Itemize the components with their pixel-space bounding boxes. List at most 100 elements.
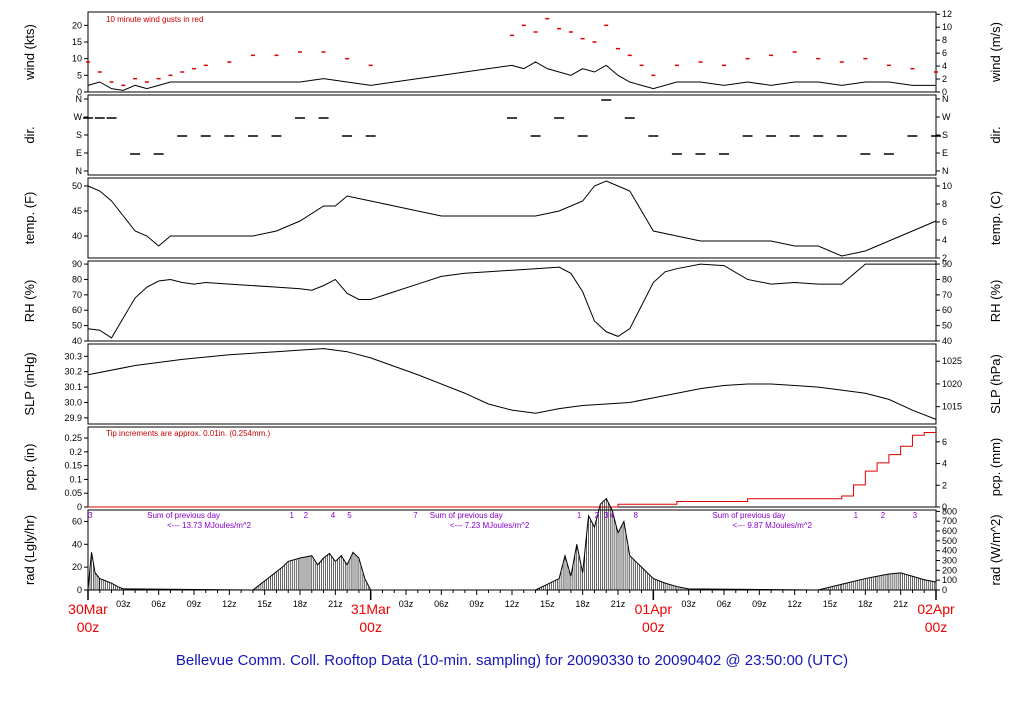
- wind-gust-note: 10 minute wind gusts in red: [106, 15, 203, 24]
- rad-right-tick-label: 300: [942, 556, 957, 566]
- pcp-left-tick-label: 0: [77, 502, 82, 512]
- wind-right-tick-label: 12: [942, 9, 952, 19]
- day-date-label: 01Apr: [635, 601, 673, 617]
- wind-ylabel-right: wind (m/s): [988, 22, 1003, 83]
- temp-left-tick-label: 40: [72, 231, 82, 241]
- temp-ylabel-left: temp. (F): [22, 192, 37, 245]
- pcp-right-tick-label: 4: [942, 459, 947, 469]
- slp-right-tick-label: 1020: [942, 379, 962, 389]
- rad-summary-title: Sum of previous day: [712, 511, 785, 520]
- temp-line: [87, 180, 937, 257]
- rh-left-tick-label: 40: [72, 336, 82, 346]
- rad-marker: 1: [290, 511, 295, 520]
- rad-right-tick-label: 400: [942, 546, 957, 556]
- day-hour-label: 00z: [925, 619, 948, 635]
- pcp-line: [88, 432, 936, 508]
- pcp-left-tick-label: 0.2: [69, 447, 82, 457]
- dir-panel-frame: [87, 94, 937, 176]
- x-hour-label: 21z: [893, 599, 908, 609]
- x-hour-label: 03z: [116, 599, 131, 609]
- rad-marker: 4: [610, 511, 615, 520]
- dir-left-tick-label: N: [76, 166, 83, 176]
- rad-marker: 8: [633, 511, 638, 520]
- rad-right-tick-label: 0: [942, 585, 947, 595]
- dir-right-tick-label: N: [942, 166, 949, 176]
- x-hour-label: 12z: [505, 599, 520, 609]
- rad-left-tick-label: 0: [77, 585, 82, 595]
- chart-title: Bellevue Comm. Coll. Rooftop Data (10-mi…: [175, 652, 849, 669]
- rad-right-tick-label: 800: [942, 506, 957, 516]
- rad-marker: 1: [577, 511, 582, 520]
- dir-left-tick-label: S: [76, 130, 82, 140]
- rad-marker: 3: [913, 511, 918, 520]
- slp-left-tick-label: 30.3: [64, 351, 82, 361]
- slp-left-tick-label: 30.2: [64, 367, 82, 377]
- wind-right-tick-label: 8: [942, 35, 947, 45]
- rad-ylabel-left: rad (Lgly/hr): [22, 515, 37, 585]
- dir-ylabel-left: dir.: [22, 126, 37, 143]
- wind-right-tick-label: 2: [942, 74, 947, 84]
- slp-ylabel-right: SLP (hPa): [988, 354, 1003, 414]
- dir-left-tick-label: W: [74, 112, 83, 122]
- temp-right-tick-label: 10: [942, 181, 952, 191]
- day-date-label: 31Mar: [351, 601, 391, 617]
- x-hour-label: 18z: [858, 599, 873, 609]
- pcp-ylabel-right: pcp. (mm): [988, 438, 1003, 497]
- rh-right-tick-label: 40: [942, 336, 952, 346]
- rad-left-tick-label: 40: [72, 539, 82, 549]
- dir-right-tick-label: S: [942, 130, 948, 140]
- rh-right-tick-label: 90: [942, 259, 952, 269]
- day-hour-label: 00z: [77, 619, 100, 635]
- pcp-right-tick-label: 2: [942, 480, 947, 490]
- x-hour-label: 09z: [187, 599, 202, 609]
- rad-summary-value: <--- 13.73 MJoules/m^2: [167, 521, 252, 530]
- dir-right-tick-label: E: [942, 148, 948, 158]
- rad-left-tick-label: 20: [72, 562, 82, 572]
- rad-marker: 2: [595, 511, 600, 520]
- dir-right-tick-label: N: [942, 94, 949, 104]
- slp-line: [87, 348, 937, 420]
- temp-right-tick-label: 2: [942, 253, 947, 263]
- pcp-right-tick-label: 0: [942, 502, 947, 512]
- rad-marker: 2: [881, 511, 886, 520]
- rh-right-tick-label: 50: [942, 321, 952, 331]
- temp-panel-frame: [87, 177, 937, 259]
- temp-left-tick-label: 45: [72, 206, 82, 216]
- rad-summary-value: <--- 9.87 MJoules/m^2: [732, 521, 812, 530]
- slp-right-tick-label: 1015: [942, 402, 962, 412]
- x-hour-label: 06z: [717, 599, 732, 609]
- rad-marker: 3: [604, 511, 609, 520]
- rh-left-tick-label: 60: [72, 305, 82, 315]
- wind-right-tick-label: 4: [942, 61, 947, 71]
- temp-right-tick-label: 4: [942, 235, 947, 245]
- rh-line: [87, 263, 936, 339]
- rad-marker: 1: [854, 511, 859, 520]
- rad-marker: 3: [88, 511, 93, 520]
- rad-marker: 7: [413, 511, 418, 520]
- x-hour-label: 15z: [540, 599, 555, 609]
- day-hour-label: 00z: [642, 619, 665, 635]
- wind-left-tick-label: 0: [77, 87, 82, 97]
- rh-right-tick-label: 70: [942, 290, 952, 300]
- day-date-label: 30Mar: [68, 601, 108, 617]
- temp-right-tick-label: 8: [942, 199, 947, 209]
- rh-left-tick-label: 80: [72, 274, 82, 284]
- wind-right-tick-label: 10: [942, 22, 952, 32]
- wind-ylabel-left: wind (kts): [22, 24, 37, 81]
- wind-left-tick-label: 10: [72, 54, 82, 64]
- x-hour-label: 06z: [434, 599, 449, 609]
- x-hour-label: 21z: [328, 599, 343, 609]
- x-hour-label: 18z: [575, 599, 590, 609]
- slp-left-tick-label: 29.9: [64, 413, 82, 423]
- wind-speed-line: [87, 61, 936, 91]
- pcp-left-tick-label: 0.15: [64, 461, 82, 471]
- rad-right-tick-label: 700: [942, 516, 957, 526]
- rad-left-tick-label: 60: [72, 516, 82, 526]
- rh-left-tick-label: 50: [72, 321, 82, 331]
- x-hour-label: 09z: [752, 599, 767, 609]
- wind-left-tick-label: 5: [77, 70, 82, 80]
- rad-line: [87, 497, 937, 591]
- rh-panel-frame: [87, 260, 937, 342]
- rad-marker: 2: [304, 511, 309, 520]
